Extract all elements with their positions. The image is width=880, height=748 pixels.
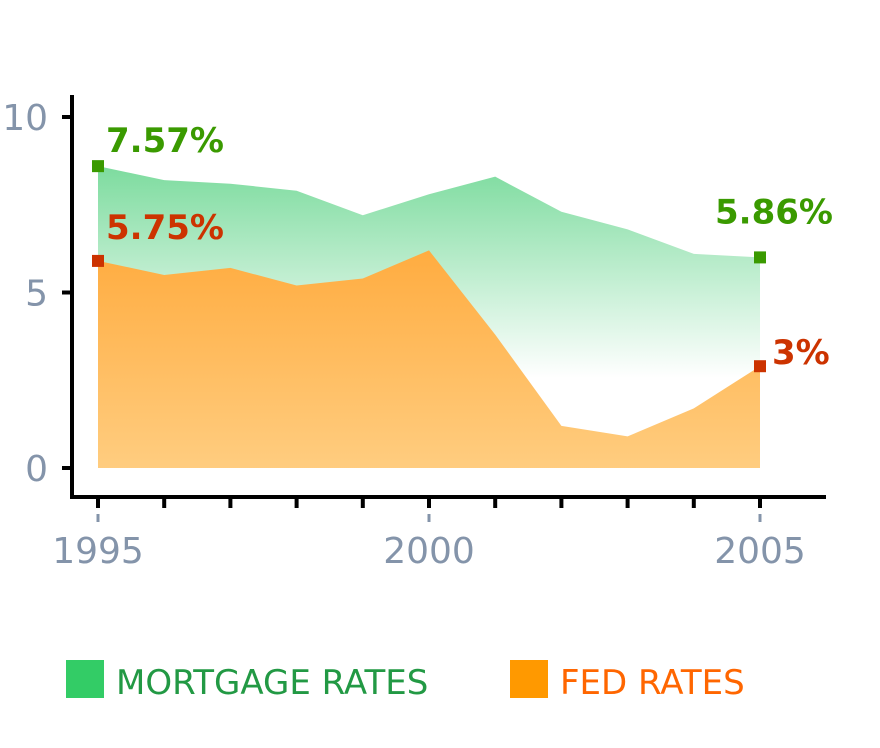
area-fed-rates [98,250,760,468]
point-marker [92,254,104,267]
legend-label: MORTGAGE RATES [116,663,428,703]
data-label-start: 5.75% [106,208,224,248]
data-label-end: 5.86% [715,192,833,232]
x-tick-label: 2000 [383,531,475,572]
point-marker [92,160,104,173]
y-tick-label: 5 [25,274,48,315]
data-label-start: 7.57% [106,121,224,161]
data-label-end: 3% [772,333,830,373]
y-tick-label: 0 [25,449,48,490]
legend-swatch [510,660,548,698]
point-marker [754,251,766,264]
point-marker [754,360,766,373]
legend-swatch [66,660,104,698]
x-tick-label: 1995 [52,531,144,572]
legend-label: FED RATES [560,663,745,703]
x-tick-label: 2005 [714,531,806,572]
y-tick-label: 10 [2,98,48,139]
